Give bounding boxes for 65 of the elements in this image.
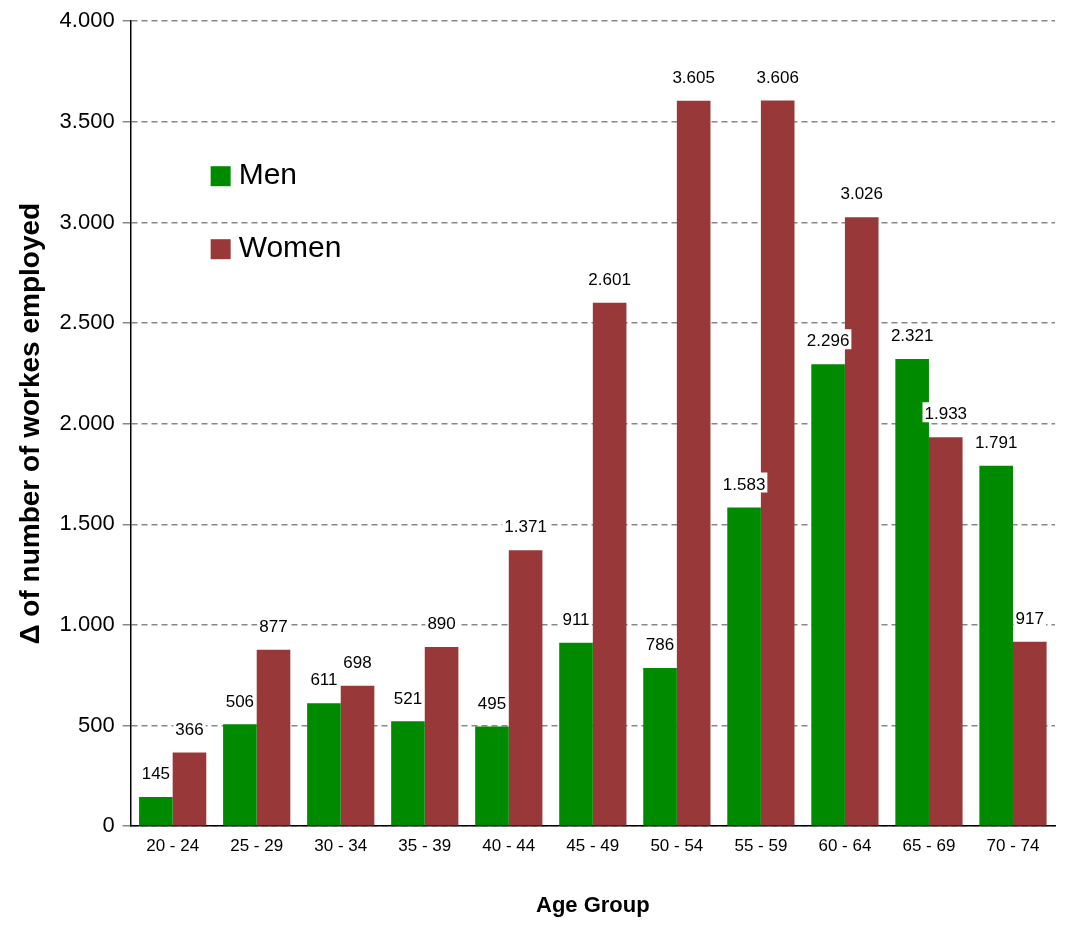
x-tick-label: 30 - 34: [314, 836, 368, 856]
bar: [727, 507, 761, 826]
x-tick-label: 70 - 74: [986, 836, 1040, 856]
data-label: 2.321: [890, 326, 934, 346]
bar: [223, 724, 257, 826]
data-label: 890: [427, 614, 456, 634]
data-label: 1.791: [974, 432, 1018, 452]
legend-label: Men: [238, 157, 298, 191]
bar: [391, 721, 425, 826]
data-label: 366: [175, 719, 204, 739]
bar: [424, 647, 459, 826]
y-tick-label: 3.500: [59, 107, 115, 133]
data-label: 145: [141, 764, 171, 784]
data-label: 3.605: [672, 67, 715, 87]
bar: [256, 649, 291, 826]
bar: [811, 364, 845, 826]
legend-label: Women: [238, 230, 342, 264]
data-label: 611: [310, 670, 338, 690]
x-tick-label: 40 - 44: [482, 836, 536, 856]
x-tick-label: 20 - 24: [146, 836, 200, 856]
data-label: 521: [393, 688, 423, 708]
y-axis-title: Δ of number of workes employed: [13, 202, 45, 645]
data-label: 1.371: [504, 517, 547, 537]
data-label: 698: [343, 652, 372, 672]
bar: [340, 685, 375, 826]
data-label: 3.606: [756, 67, 799, 87]
y-tick-label: 2.000: [59, 409, 115, 435]
x-tick-label: 25 - 29: [230, 836, 284, 856]
data-label: 877: [259, 616, 288, 636]
x-tick-label: 60 - 64: [818, 836, 872, 856]
bar: [979, 465, 1013, 826]
data-label: 495: [477, 693, 507, 713]
data-label: 911: [562, 610, 590, 630]
y-tick-label: 500: [77, 711, 115, 737]
bar: [508, 550, 543, 826]
bar: [172, 752, 207, 826]
data-label: 2.601: [588, 269, 631, 289]
y-tick-label: 1.500: [59, 510, 115, 536]
y-tick-label: 4.000: [59, 7, 115, 33]
y-tick-label: 0: [102, 812, 115, 838]
data-label: 506: [225, 691, 255, 711]
y-tick-label: 3.000: [59, 208, 115, 234]
y-tick-label: 2.500: [59, 309, 115, 335]
bar: [676, 100, 711, 826]
bar: [643, 668, 677, 826]
x-tick-label: 35 - 39: [398, 836, 452, 856]
x-tick-label: 55 - 59: [734, 836, 788, 856]
bar: [307, 703, 341, 826]
x-tick-label: 65 - 69: [902, 836, 956, 856]
data-label: 1.583: [722, 474, 766, 494]
bar: [1012, 641, 1047, 826]
data-label: 3.026: [840, 184, 883, 204]
x-axis-title: Age Group: [535, 891, 650, 917]
data-label: 2.296: [806, 331, 850, 351]
data-label: 786: [645, 635, 675, 655]
bar: [592, 302, 627, 826]
data-label: 917: [1015, 608, 1044, 628]
data-label: 1.933: [924, 404, 968, 424]
bar: [559, 642, 593, 826]
bar: [928, 437, 963, 826]
bar: [139, 797, 173, 826]
y-tick-label: 1.000: [59, 611, 115, 637]
bar: [475, 726, 509, 826]
x-tick-label: 45 - 49: [566, 836, 620, 856]
x-tick-label: 50 - 54: [650, 836, 704, 856]
